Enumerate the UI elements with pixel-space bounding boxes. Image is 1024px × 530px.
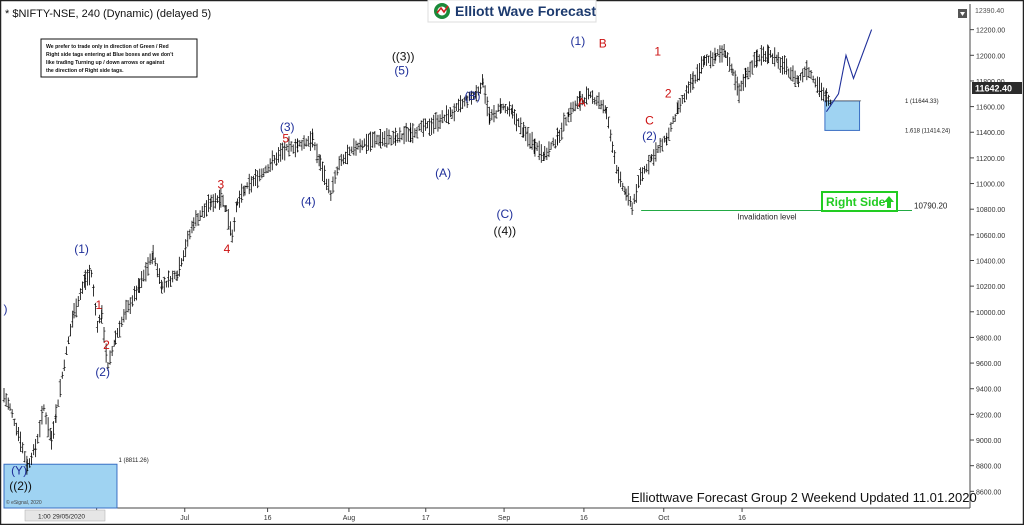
x-tick-label: 16 bbox=[264, 515, 272, 522]
y-tick-label: 9200.00 bbox=[976, 412, 1001, 419]
y-tick-label: 11200.00 bbox=[976, 156, 1005, 163]
fib-label-11644: 1 (11644.33) bbox=[905, 99, 939, 105]
fib-label-11414: 1.618 (11414.24) bbox=[905, 128, 950, 134]
wave-label: (Y) bbox=[11, 464, 27, 478]
y-axis: 8600.00 8800.00 9000.00 9200.00 9400.00 9600.… bbox=[970, 28, 1005, 496]
right-side-label: Right Side bbox=[826, 195, 886, 209]
notice-line-2: Right side tags entering at Blue boxes a… bbox=[46, 52, 173, 58]
x-tick-label: 16 bbox=[738, 515, 746, 522]
projection-line bbox=[825, 29, 873, 113]
wave-label: (C) bbox=[496, 207, 513, 221]
wave-label: (2) bbox=[642, 129, 657, 143]
wave-label: 4 bbox=[224, 242, 231, 256]
logo-wave-icon bbox=[436, 5, 449, 14]
x-tick-label: Aug bbox=[343, 515, 356, 522]
wave-label: C bbox=[645, 114, 654, 128]
wave-label: (1) bbox=[74, 242, 89, 256]
invalidation-label: Invalidation level bbox=[737, 212, 796, 221]
wave-label: 2 bbox=[665, 87, 672, 101]
x-tick-label: 17 bbox=[422, 515, 430, 522]
logo: Elliott Wave Forecast bbox=[427, 0, 597, 23]
wave-label: 3 bbox=[218, 178, 225, 192]
wave-label: (5) bbox=[394, 64, 409, 78]
y-tick-label: 10800.00 bbox=[976, 207, 1005, 214]
x-tick-label: Jul bbox=[180, 515, 189, 522]
wave-label: A bbox=[578, 96, 586, 110]
projection-path bbox=[825, 29, 873, 113]
y-tick-label: 12200.00 bbox=[976, 28, 1005, 35]
x-tick-label: Oct bbox=[658, 515, 669, 522]
y-tick-label: 10600.00 bbox=[976, 233, 1005, 240]
cursor-date-box bbox=[24, 509, 106, 522]
y-tick-label: 10000.00 bbox=[976, 310, 1005, 317]
y-tick-label: 9400.00 bbox=[976, 387, 1001, 394]
fib-label-8811: 1 (8811.26) bbox=[118, 458, 148, 464]
footer-caption: Elliottwave Forecast Group 2 Weekend Upd… bbox=[631, 490, 977, 505]
x-tick-label: Sep bbox=[498, 515, 511, 522]
cursor-date: 1:00 29/05/2020 bbox=[38, 514, 85, 521]
wave-label: ((4)) bbox=[493, 224, 516, 238]
wave-label: ) bbox=[4, 302, 8, 316]
last-price-bg bbox=[972, 82, 1022, 94]
wave-label: (A) bbox=[435, 166, 451, 180]
chevron-down-icon bbox=[960, 12, 965, 16]
wave-label: ((2)) bbox=[9, 479, 32, 493]
blue-box bbox=[3, 463, 118, 509]
price-bars bbox=[2, 44, 833, 475]
wave-label: ((3)) bbox=[392, 49, 415, 63]
notice-line-3: like trading Turning up / down arrows or… bbox=[46, 60, 165, 66]
last-price-value: 11642.40 bbox=[975, 84, 1012, 94]
wave-label: B bbox=[599, 37, 607, 51]
esignal-credit: © eSignal, 2020 bbox=[6, 499, 42, 506]
wave-label: (2) bbox=[95, 365, 110, 379]
y-tick-label: 12000.00 bbox=[976, 53, 1005, 60]
wave-label: (4) bbox=[301, 194, 316, 208]
wave-labels: ) (Y)((2)) (1) 1 2 (2) 3 4 (3)5 (4) ((3))(5) (A) (B)… bbox=[4, 34, 672, 493]
logo-plate bbox=[427, 0, 597, 23]
top-price-value: 12390.40 bbox=[975, 8, 1004, 15]
y-tick-label: 8800.00 bbox=[976, 464, 1001, 471]
y-tick-label: 9600.00 bbox=[976, 361, 1001, 368]
y-tick-label: 11600.00 bbox=[976, 105, 1005, 112]
wave-label: 5 bbox=[282, 132, 289, 146]
logo-text: Elliott Wave Forecast bbox=[455, 3, 596, 19]
x-tick-label: 16 bbox=[580, 515, 588, 522]
y-tick-label: 10400.00 bbox=[976, 258, 1005, 265]
y-tick-label: 9000.00 bbox=[976, 438, 1001, 445]
y-tick-label: 8600.00 bbox=[976, 489, 1001, 496]
blue-boxes bbox=[3, 100, 861, 509]
wave-label: (1) bbox=[571, 34, 586, 48]
notice-line-4: the direction of Right side tags. bbox=[46, 68, 124, 74]
right-side-frame bbox=[821, 191, 898, 212]
last-price-tag: 11642.40 bbox=[972, 82, 1022, 94]
notice-frame bbox=[40, 38, 198, 78]
right-side-tag: Right Side bbox=[821, 191, 898, 212]
wave-label: 1 bbox=[654, 44, 661, 58]
symbol-title: * $NIFTY-NSE, 240 (Dynamic) (delayed 5) bbox=[5, 8, 211, 20]
invalidation-value: 10790.20 bbox=[914, 201, 948, 210]
notice-line-1: We prefer to trade only in direction of … bbox=[46, 44, 169, 50]
wave-label: 2 bbox=[103, 338, 110, 352]
y-tick-label: 9800.00 bbox=[976, 335, 1001, 342]
wave-label: (3) bbox=[280, 120, 295, 134]
wave-label: (B) bbox=[464, 89, 480, 103]
up-arrow-icon bbox=[884, 196, 894, 208]
y-tick-label: 10200.00 bbox=[976, 284, 1005, 291]
wave-label: 1 bbox=[96, 298, 103, 312]
y-tick-label: 11000.00 bbox=[976, 182, 1005, 189]
notice-box: We prefer to trade only in direction of … bbox=[40, 38, 198, 78]
y-tick-label: 11400.00 bbox=[976, 130, 1005, 137]
